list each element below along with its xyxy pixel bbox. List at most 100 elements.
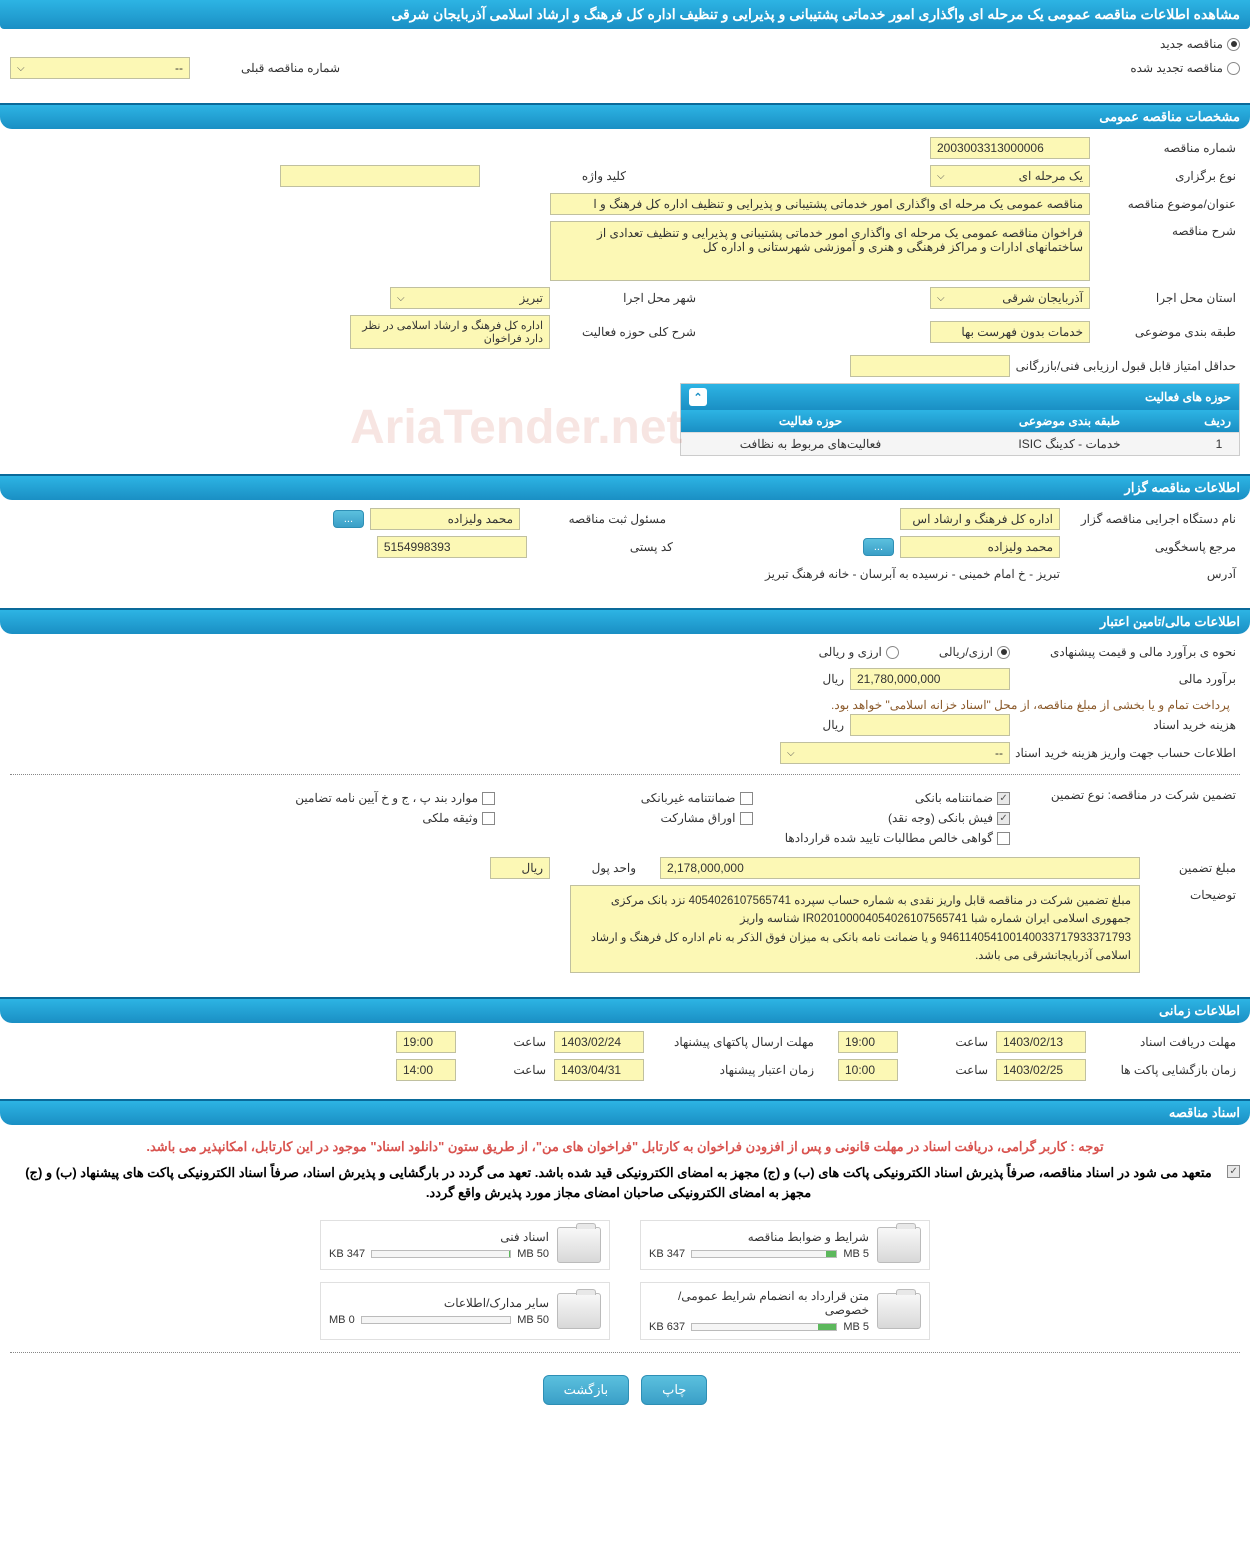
chevron-down-icon: ⌵ bbox=[937, 171, 945, 182]
min-score-label: حداقل امتیاز قابل قبول ارزیابی فنی/بازرگ… bbox=[1010, 356, 1240, 376]
checkbox-bank-guarantee[interactable]: ضمانتنامه بانکی bbox=[783, 791, 1011, 805]
doc-info: سایر مدارک/اطلاعات50 MB0 MB bbox=[329, 1296, 549, 1326]
checkbox-cash-receipt[interactable]: فیش بانکی (وجه نقد) bbox=[783, 811, 1011, 825]
receive-time: 19:00 bbox=[838, 1031, 898, 1053]
resp-label: مرجع پاسخگویی bbox=[1060, 537, 1240, 557]
addr-value: تبریز - خ امام خمینی - نرسیده به آبرسان … bbox=[765, 567, 1060, 581]
doc-used: 347 KB bbox=[649, 1248, 685, 1260]
post-field: 5154998393 bbox=[377, 536, 527, 558]
post-label: کد پستی bbox=[527, 537, 677, 557]
prev-number-select[interactable]: -- ⌵ bbox=[10, 57, 190, 79]
footer-buttons: چاپ بازگشت bbox=[10, 1363, 1240, 1417]
checkbox-icon bbox=[482, 812, 495, 825]
fin-desc-field: مبلغ تضمین شرکت در مناقصه قابل واریز نقد… bbox=[570, 885, 1140, 973]
section-general: مشخصات مناقصه عمومی شماره مناقصه 2003003… bbox=[0, 103, 1250, 464]
checkbox-icon bbox=[740, 812, 753, 825]
g1-label: ضمانتنامه بانکی bbox=[915, 791, 993, 805]
min-score-field[interactable] bbox=[850, 355, 1010, 377]
divider bbox=[10, 1352, 1240, 1353]
estimate-type-label: نحوه ی برآورد مالی و قیمت پیشنهادی bbox=[1010, 642, 1240, 662]
section-timing-title: اطلاعات زمانی bbox=[0, 997, 1250, 1023]
folder-icon bbox=[557, 1293, 601, 1329]
doc-card[interactable]: شرایط و ضوابط مناقصه5 MB347 KB bbox=[640, 1220, 930, 1270]
th-idx: ردیف bbox=[1199, 410, 1239, 432]
receive-label: مهلت دریافت اسناد bbox=[1090, 1032, 1240, 1052]
folder-icon bbox=[877, 1293, 921, 1329]
tender-type-label: نوع برگزاری bbox=[1090, 166, 1240, 186]
account-select[interactable]: -- ⌵ bbox=[780, 742, 1010, 764]
checkbox-bonds[interactable]: اوراق مشارکت bbox=[525, 811, 753, 825]
doc-card[interactable]: متن قرارداد به انضمام شرایط عمومی/خصوصی5… bbox=[640, 1282, 930, 1340]
doc-cost-field[interactable] bbox=[850, 714, 1010, 736]
th-category: طبقه بندی موضوعی bbox=[940, 410, 1199, 432]
tender-number-field: 2003003313000006 bbox=[930, 137, 1090, 159]
collapse-icon[interactable]: ⌃ bbox=[689, 388, 707, 406]
doc-info: شرایط و ضوابط مناقصه5 MB347 KB bbox=[649, 1230, 869, 1260]
checkbox-property-collateral[interactable]: وثیقه ملکی bbox=[268, 811, 496, 825]
print-button[interactable]: چاپ bbox=[641, 1375, 707, 1405]
checkbox-nonbank-guarantee[interactable]: ضمانتنامه غیربانکی bbox=[525, 791, 753, 805]
city-select[interactable]: تبریز ⌵ bbox=[390, 287, 550, 309]
tender-type-select[interactable]: یک مرحله ای ⌵ bbox=[930, 165, 1090, 187]
province-value: آذربایجان شرقی bbox=[1002, 291, 1083, 305]
g5-label: اوراق مشارکت bbox=[661, 811, 736, 825]
city-label: شهر محل اجرا bbox=[550, 288, 700, 308]
divider bbox=[10, 774, 1240, 775]
desc-label: شرح مناقصه bbox=[1090, 221, 1240, 241]
checkbox-regulation-items[interactable]: موارد بند پ ، ج و خ آیین نامه تضامین bbox=[268, 791, 496, 805]
radio-new-tender[interactable]: مناقصه جدید bbox=[1160, 37, 1240, 51]
commit-checkbox[interactable] bbox=[1227, 1165, 1240, 1178]
doc-card[interactable]: سایر مدارک/اطلاعات50 MB0 MB bbox=[320, 1282, 610, 1340]
validity-time: زمان اعتبار پیشنهاد 1403/04/31 ساعت 14:0… bbox=[396, 1059, 818, 1081]
resp-field: محمد ولیزاده bbox=[900, 536, 1060, 558]
amount-label: مبلغ تضمین bbox=[1140, 858, 1240, 878]
reg-more-button[interactable]: ... bbox=[333, 510, 364, 528]
valid-date: 1403/04/31 bbox=[554, 1059, 644, 1081]
receive-deadline: مهلت دریافت اسناد 1403/02/13 ساعت 19:00 bbox=[838, 1031, 1240, 1053]
g7-label: گواهی خالص مطالبات تایید شده قراردادها bbox=[785, 831, 993, 845]
estimate-unit: ریال bbox=[822, 672, 844, 686]
prev-number-label: شماره مناقصه قبلی bbox=[194, 58, 344, 78]
section-organizer-title: اطلاعات مناقصه گزار bbox=[0, 474, 1250, 500]
download-note: توجه : کاربر گرامی، دریافت اسناد در مهلت… bbox=[10, 1133, 1240, 1161]
doc-cost-label: هزینه خرید اسناد bbox=[1010, 715, 1240, 735]
category-field: خدمات بدون فهرست بها bbox=[930, 321, 1090, 343]
doc-title: سایر مدارک/اطلاعات bbox=[329, 1296, 549, 1310]
doc-info: اسناد فنی 50 MB347 KB bbox=[329, 1230, 549, 1260]
activity-table-header: حوزه های فعالیت ⌃ bbox=[681, 384, 1239, 410]
tender-type-value: یک مرحله ای bbox=[1019, 169, 1083, 183]
activities-title: حوزه های فعالیت bbox=[1145, 390, 1231, 404]
doc-title: اسناد فنی bbox=[329, 1230, 549, 1244]
radio-rial[interactable]: ارزی/ریالی bbox=[939, 645, 1010, 659]
prev-number-group: شماره مناقصه قبلی -- ⌵ bbox=[10, 57, 344, 79]
doc-total: 5 MB bbox=[843, 1321, 869, 1333]
section-timing: اطلاعات زمانی مهلت دریافت اسناد 1403/02/… bbox=[0, 997, 1250, 1089]
commitment-note: متعهد می شود در اسناد مناقصه، صرفاً پذیر… bbox=[10, 1161, 1227, 1215]
treasury-note: پرداخت تمام و یا بخشی از مبلغ مناقصه، از… bbox=[10, 696, 1240, 714]
checkbox-icon bbox=[997, 832, 1010, 845]
open-time-val: 10:00 bbox=[838, 1059, 898, 1081]
submit-label: مهلت ارسال پاکتهای پیشنهاد bbox=[648, 1032, 818, 1052]
desc-field: فراخوان مناقصه عمومی یک مرحله ای واگذاری… bbox=[550, 221, 1090, 281]
estimate-field: 21,780,000,000 bbox=[850, 668, 1010, 690]
radio-dot-icon bbox=[886, 646, 899, 659]
resp-more-button[interactable]: ... bbox=[863, 538, 894, 556]
radio-dot-icon bbox=[1227, 38, 1240, 51]
keyword-field[interactable] bbox=[280, 165, 480, 187]
radio-renewed-tender[interactable]: مناقصه تجدید شده bbox=[1130, 61, 1240, 75]
back-button[interactable]: بازگشت bbox=[543, 1375, 629, 1405]
province-select[interactable]: آذربایجان شرقی ⌵ bbox=[930, 287, 1090, 309]
doc-progress: 50 MB347 KB bbox=[329, 1248, 549, 1260]
g2-label: ضمانتنامه غیربانکی bbox=[641, 791, 736, 805]
section-documents-title: اسناد مناقصه bbox=[0, 1099, 1250, 1125]
checkbox-receivables-cert[interactable]: گواهی خالص مطالبات تایید شده قراردادها bbox=[268, 831, 1011, 845]
doc-used: 637 KB bbox=[649, 1321, 685, 1333]
td-idx: 1 bbox=[1199, 433, 1239, 455]
radio-currency[interactable]: ارزی و ریالی bbox=[819, 645, 899, 659]
doc-card[interactable]: اسناد فنی 50 MB347 KB bbox=[320, 1220, 610, 1270]
doc-cost-unit: ریال bbox=[822, 718, 844, 732]
amount-unit-field: ریال bbox=[490, 857, 550, 879]
scope-field: اداره کل فرهنگ و ارشاد اسلامی در نظر دار… bbox=[350, 315, 550, 349]
g3-label: موارد بند پ ، ج و خ آیین نامه تضامین bbox=[295, 791, 478, 805]
g4-label: فیش بانکی (وجه نقد) bbox=[888, 811, 993, 825]
